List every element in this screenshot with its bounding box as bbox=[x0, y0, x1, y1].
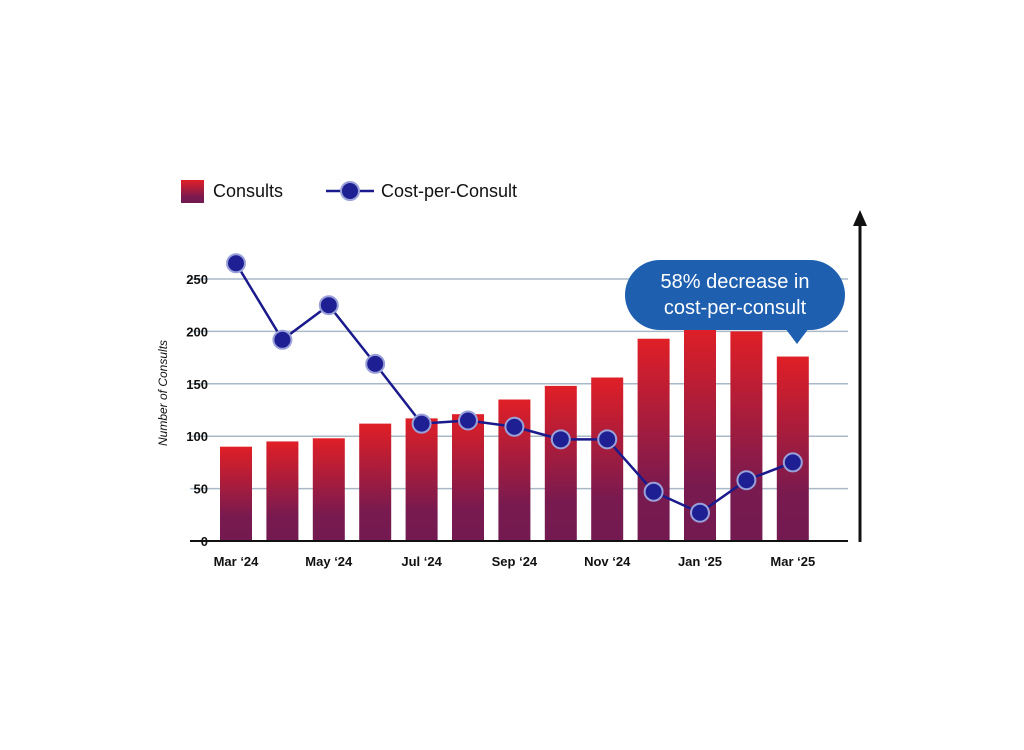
x-tick-label: Mar ‘25 bbox=[770, 554, 815, 569]
legend-label-cost: Cost-per-Consult bbox=[381, 181, 517, 201]
point-cost-per-consult bbox=[226, 253, 246, 274]
point-cost-per-consult bbox=[318, 295, 339, 316]
x-tick-label: Sep ‘24 bbox=[492, 554, 538, 569]
x-tick-label: Jul ‘24 bbox=[401, 554, 442, 569]
y-axis-label: Number of Consults bbox=[156, 340, 170, 446]
y-tick-label: 150 bbox=[186, 377, 208, 392]
point-cost-per-consult bbox=[411, 413, 432, 434]
point-cost-per-consult bbox=[597, 429, 618, 450]
bar-consults bbox=[776, 356, 809, 541]
x-tick-label: Jan ‘25 bbox=[678, 554, 722, 569]
y-tick-label: 250 bbox=[186, 272, 208, 287]
point-cost-per-consult bbox=[458, 410, 478, 431]
point-cost-per-consult bbox=[643, 481, 664, 502]
point-cost-per-consult bbox=[550, 429, 571, 450]
bar-consults bbox=[637, 338, 670, 541]
bar-consults bbox=[220, 446, 252, 541]
point-cost-per-consult bbox=[782, 452, 803, 473]
point-cost-per-consult bbox=[272, 329, 293, 350]
x-tick-label: Nov ‘24 bbox=[584, 554, 631, 569]
bar-consults bbox=[591, 377, 624, 541]
callout: 58% decrease in cost-per-consult bbox=[625, 260, 845, 344]
right-axis-arrow bbox=[853, 210, 867, 542]
callout-line-1: 58% decrease in bbox=[661, 271, 810, 293]
y-tick-label: 200 bbox=[186, 324, 208, 339]
bar-consults bbox=[452, 414, 484, 541]
bar-consults bbox=[730, 331, 763, 541]
y-tick-label: 50 bbox=[194, 482, 208, 497]
callout-line-2: cost-per-consult bbox=[664, 297, 807, 319]
legend-label-consults: Consults bbox=[213, 181, 283, 201]
callout-tail bbox=[785, 328, 809, 344]
legend-marker-cost bbox=[340, 181, 360, 201]
bar-consults bbox=[266, 441, 299, 541]
point-cost-per-consult bbox=[504, 416, 525, 437]
point-cost-per-consult bbox=[736, 470, 757, 491]
x-tick-label: May ‘24 bbox=[305, 554, 353, 569]
callout-bubble bbox=[625, 260, 845, 330]
x-tick-label: Mar ‘24 bbox=[214, 554, 260, 569]
point-cost-per-consult bbox=[365, 353, 386, 374]
y-tick-label: 100 bbox=[186, 429, 208, 444]
bar-consults bbox=[359, 423, 392, 541]
legend-swatch-consults bbox=[181, 180, 204, 203]
point-cost-per-consult bbox=[690, 502, 710, 523]
bar-consults bbox=[312, 438, 345, 541]
bar-consults bbox=[405, 418, 438, 541]
bar-consults bbox=[544, 385, 577, 541]
legend: Consults Cost-per-Consult bbox=[181, 180, 517, 203]
